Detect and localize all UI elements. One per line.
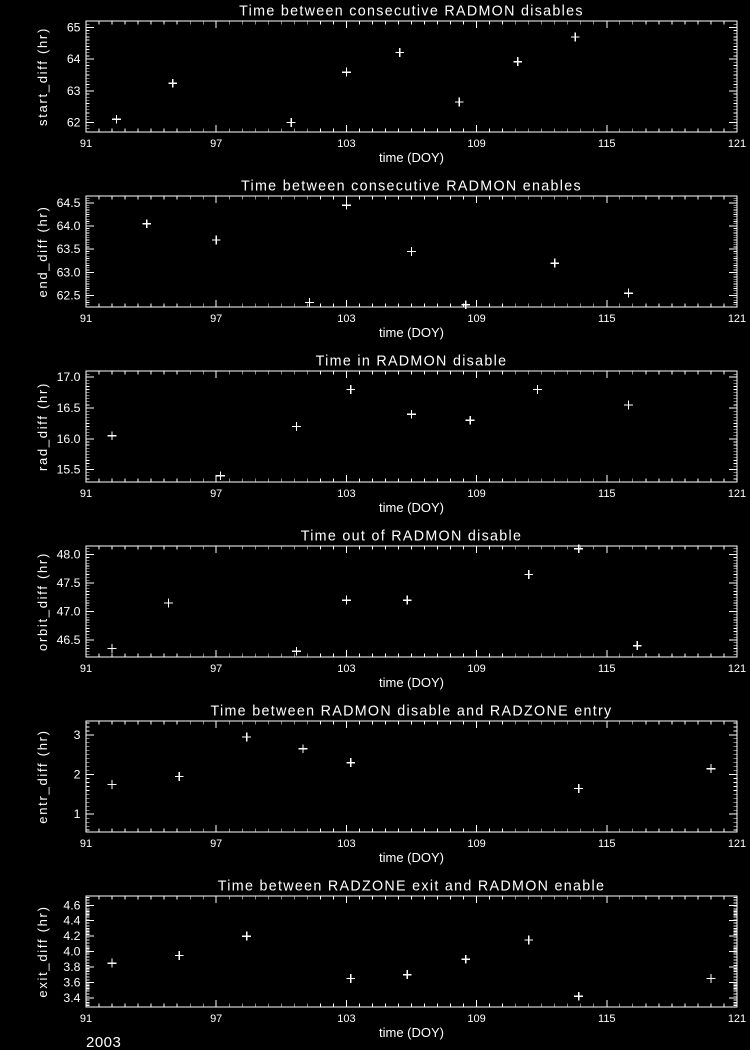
svg-text:Time in RADMON disable: Time in RADMON disable xyxy=(316,354,508,370)
svg-text:2: 2 xyxy=(74,768,81,782)
svg-text:4.6: 4.6 xyxy=(63,898,80,912)
svg-text:46.5: 46.5 xyxy=(57,633,81,647)
svg-text:121: 121 xyxy=(728,838,746,850)
svg-text:109: 109 xyxy=(467,838,485,850)
svg-text:121: 121 xyxy=(728,1013,746,1025)
svg-text:103: 103 xyxy=(337,838,355,850)
svg-text:orbit_diff (hr): orbit_diff (hr) xyxy=(35,552,50,651)
svg-text:Time between RADZONE exit and: Time between RADZONE exit and RADMON ena… xyxy=(218,879,606,895)
svg-text:48.0: 48.0 xyxy=(57,548,81,562)
svg-text:Time between consecutive RADMO: Time between consecutive RADMON disables xyxy=(239,4,584,20)
svg-text:time (DOY): time (DOY) xyxy=(379,1025,444,1040)
svg-text:121: 121 xyxy=(728,138,746,150)
svg-text:3.6: 3.6 xyxy=(63,975,80,989)
svg-text:63.0: 63.0 xyxy=(57,265,81,279)
svg-text:4.4: 4.4 xyxy=(63,914,80,928)
svg-text:62.5: 62.5 xyxy=(57,288,81,302)
svg-text:97: 97 xyxy=(210,138,222,150)
svg-text:97: 97 xyxy=(210,663,222,675)
svg-text:time (DOY): time (DOY) xyxy=(379,500,444,515)
svg-text:47.0: 47.0 xyxy=(57,605,81,619)
svg-text:4.2: 4.2 xyxy=(63,929,80,943)
svg-text:time (DOY): time (DOY) xyxy=(379,325,444,340)
svg-text:exit_diff (hr): exit_diff (hr) xyxy=(35,905,50,997)
svg-text:121: 121 xyxy=(728,663,746,675)
svg-text:65: 65 xyxy=(67,20,81,34)
svg-text:time (DOY): time (DOY) xyxy=(379,675,444,690)
svg-text:97: 97 xyxy=(210,1013,222,1025)
svg-text:109: 109 xyxy=(467,488,485,500)
svg-text:115: 115 xyxy=(598,488,616,500)
svg-text:15.5: 15.5 xyxy=(57,463,81,477)
svg-text:121: 121 xyxy=(728,313,746,325)
svg-text:3.4: 3.4 xyxy=(63,991,80,1005)
svg-text:16.5: 16.5 xyxy=(57,401,81,415)
svg-text:91: 91 xyxy=(80,1013,92,1025)
svg-text:16.0: 16.0 xyxy=(57,432,81,446)
svg-text:time (DOY): time (DOY) xyxy=(379,850,444,865)
svg-text:103: 103 xyxy=(337,663,355,675)
svg-text:115: 115 xyxy=(598,1013,616,1025)
svg-text:3.8: 3.8 xyxy=(63,960,80,974)
svg-text:103: 103 xyxy=(337,488,355,500)
svg-text:109: 109 xyxy=(467,313,485,325)
svg-text:91: 91 xyxy=(80,838,92,850)
svg-text:62: 62 xyxy=(67,116,81,130)
svg-text:Time out of RADMON disable: Time out of RADMON disable xyxy=(301,529,523,545)
svg-text:17.0: 17.0 xyxy=(57,370,81,384)
svg-text:97: 97 xyxy=(210,313,222,325)
svg-text:entr_diff (hr): entr_diff (hr) xyxy=(35,729,50,823)
svg-text:109: 109 xyxy=(467,138,485,150)
svg-text:Time between RADMON disable an: Time between RADMON disable and RADZONE … xyxy=(210,704,612,720)
svg-text:109: 109 xyxy=(467,1013,485,1025)
svg-text:63: 63 xyxy=(67,84,81,98)
svg-text:3: 3 xyxy=(74,728,81,742)
svg-text:115: 115 xyxy=(598,838,616,850)
svg-text:64.5: 64.5 xyxy=(57,196,81,210)
svg-text:end_diff (hr): end_diff (hr) xyxy=(35,206,50,298)
svg-text:start_diff (hr): start_diff (hr) xyxy=(35,27,50,126)
svg-text:Time between consecutive RADMO: Time between consecutive RADMON enables xyxy=(241,179,582,195)
svg-text:91: 91 xyxy=(80,663,92,675)
svg-text:97: 97 xyxy=(210,488,222,500)
svg-text:47.5: 47.5 xyxy=(57,576,81,590)
svg-text:91: 91 xyxy=(80,138,92,150)
svg-text:109: 109 xyxy=(467,663,485,675)
svg-text:115: 115 xyxy=(598,138,616,150)
svg-text:1: 1 xyxy=(74,807,81,821)
svg-text:91: 91 xyxy=(80,313,92,325)
svg-text:63.5: 63.5 xyxy=(57,242,81,256)
svg-text:103: 103 xyxy=(337,138,355,150)
svg-text:97: 97 xyxy=(210,838,222,850)
svg-text:rad_diff (hr): rad_diff (hr) xyxy=(35,382,50,471)
svg-text:121: 121 xyxy=(728,488,746,500)
svg-text:115: 115 xyxy=(598,313,616,325)
svg-text:64.0: 64.0 xyxy=(57,219,81,233)
svg-text:4.0: 4.0 xyxy=(63,945,80,959)
svg-text:103: 103 xyxy=(337,313,355,325)
svg-text:103: 103 xyxy=(337,1013,355,1025)
svg-text:64: 64 xyxy=(67,52,81,66)
svg-text:time (DOY): time (DOY) xyxy=(379,150,444,165)
svg-text:91: 91 xyxy=(80,488,92,500)
svg-text:115: 115 xyxy=(598,663,616,675)
